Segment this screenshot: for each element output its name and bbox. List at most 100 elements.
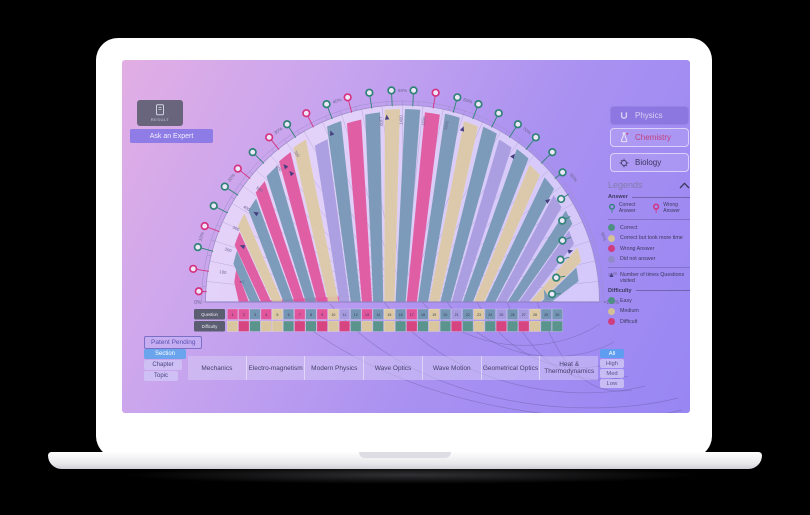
difficulty-cell[interactable] (294, 320, 306, 332)
tab-modern-physics[interactable]: Modern Physics (305, 356, 365, 380)
question-cell[interactable] (339, 308, 351, 320)
filter-high[interactable]: High (600, 359, 624, 368)
difficulty-cell[interactable] (249, 320, 261, 332)
brand-logo[interactable]: Result (137, 100, 183, 126)
easy-dot (608, 297, 615, 304)
question-cell[interactable] (406, 308, 418, 320)
svg-text:500: 500 (255, 185, 264, 194)
difficulty-cell[interactable] (372, 320, 384, 332)
level-tab-chapter[interactable]: Chapter (144, 360, 182, 370)
difficulty-cell[interactable] (462, 320, 474, 332)
svg-text:80%: 80% (569, 172, 578, 182)
svg-text:300: 300 (232, 225, 241, 233)
question-cell[interactable] (428, 308, 440, 320)
tab-mechanics[interactable]: Mechanics (188, 356, 247, 380)
question-cell[interactable] (417, 308, 429, 320)
difficulty-cell[interactable] (350, 320, 362, 332)
difficulty-cell[interactable] (383, 320, 395, 332)
difficulty-cell[interactable] (227, 320, 239, 332)
brand-logo-label: Result (150, 117, 170, 122)
question-cell[interactable] (260, 308, 272, 320)
svg-text:700: 700 (293, 150, 302, 159)
difficulty-cell[interactable] (339, 320, 351, 332)
question-cell[interactable] (350, 308, 362, 320)
question-cell[interactable] (395, 308, 407, 320)
subject-button-chemistry[interactable]: Chemistry (610, 128, 689, 147)
question-cell[interactable] (327, 308, 339, 320)
svg-text:40%: 40% (332, 97, 342, 105)
subject-button-physics[interactable]: Physics (610, 106, 689, 125)
svg-text:17: 17 (410, 313, 414, 317)
difficulty-cell[interactable] (484, 320, 496, 332)
level-tab-section[interactable]: Section (144, 349, 186, 359)
question-cell[interactable] (451, 308, 463, 320)
tab-wave-motion[interactable]: Wave Motion (423, 356, 482, 380)
difficulty-cell[interactable] (283, 320, 295, 332)
difficulty-cell[interactable] (406, 320, 418, 332)
question-cell[interactable] (529, 308, 541, 320)
tab-geometrical-optics[interactable]: Geometrical Optics (482, 356, 541, 380)
question-cell[interactable] (462, 308, 474, 320)
question-cell[interactable] (227, 308, 239, 320)
question-cell[interactable] (495, 308, 507, 320)
question-cell[interactable] (439, 308, 451, 320)
question-cell[interactable] (473, 308, 485, 320)
difficulty-cell[interactable] (529, 320, 541, 332)
svg-text:22: 22 (466, 313, 470, 317)
question-cell[interactable] (540, 308, 552, 320)
question-cell[interactable] (271, 308, 283, 320)
filter-med[interactable]: Med (600, 369, 624, 378)
difficulty-cell[interactable] (439, 320, 451, 332)
wrong-pin-icon (652, 203, 660, 214)
svg-text:8: 8 (310, 313, 312, 317)
difficulty-cell[interactable] (540, 320, 552, 332)
question-cell[interactable] (484, 308, 496, 320)
difficulty-cell[interactable] (327, 320, 339, 332)
difficulty-cell[interactable] (305, 320, 317, 332)
question-cell[interactable] (294, 308, 306, 320)
difficulty-cell[interactable] (551, 320, 563, 332)
tab-heat-thermodynamics[interactable]: Heat & Thermodynamics (544, 361, 595, 375)
question-cell[interactable] (249, 308, 261, 320)
svg-text:30: 30 (555, 313, 559, 317)
difficulty-cell[interactable] (361, 320, 373, 332)
question-cell[interactable] (518, 308, 530, 320)
question-cell[interactable] (372, 308, 384, 320)
svg-text:9: 9 (321, 313, 323, 317)
svg-text:200: 200 (224, 246, 233, 253)
difficulty-cell[interactable] (451, 320, 463, 332)
difficulty-cell[interactable] (271, 320, 283, 332)
difficulty-cell[interactable] (473, 320, 485, 332)
subject-label: Physics (635, 111, 663, 120)
difficulty-cell[interactable] (518, 320, 530, 332)
level-tab-topic[interactable]: Topic (144, 371, 178, 381)
ask-expert-button[interactable]: Ask an Expert (130, 129, 213, 143)
difficulty-cell[interactable] (507, 320, 519, 332)
difficulty-cell[interactable] (417, 320, 429, 332)
filter-low[interactable]: Low (600, 379, 624, 388)
svg-text:10: 10 (331, 313, 335, 317)
question-cell[interactable] (551, 308, 563, 320)
difficulty-cell[interactable] (395, 320, 407, 332)
tab-wave-optics[interactable]: Wave Optics (364, 356, 423, 380)
question-cell[interactable] (361, 308, 373, 320)
svg-text:23: 23 (477, 313, 481, 317)
svg-text:25: 25 (499, 313, 503, 317)
legends-header[interactable]: Legends (608, 180, 690, 190)
difficulty-cell[interactable] (316, 320, 328, 332)
question-cell[interactable] (283, 308, 295, 320)
difficulty-cell[interactable] (238, 320, 250, 332)
tab-electro-magnetism[interactable]: Electro-magnetism (247, 356, 306, 380)
svg-text:Question: Question (201, 312, 218, 317)
svg-text:100: 100 (219, 269, 227, 275)
question-cell[interactable] (383, 308, 395, 320)
difficulty-cell[interactable] (495, 320, 507, 332)
question-cell[interactable] (316, 308, 328, 320)
difficulty-cell[interactable] (260, 320, 272, 332)
subject-button-biology[interactable]: Biology (610, 153, 689, 172)
question-cell[interactable] (507, 308, 519, 320)
filter-all[interactable]: All (600, 349, 624, 358)
question-cell[interactable] (305, 308, 317, 320)
difficulty-cell[interactable] (428, 320, 440, 332)
question-cell[interactable] (238, 308, 250, 320)
